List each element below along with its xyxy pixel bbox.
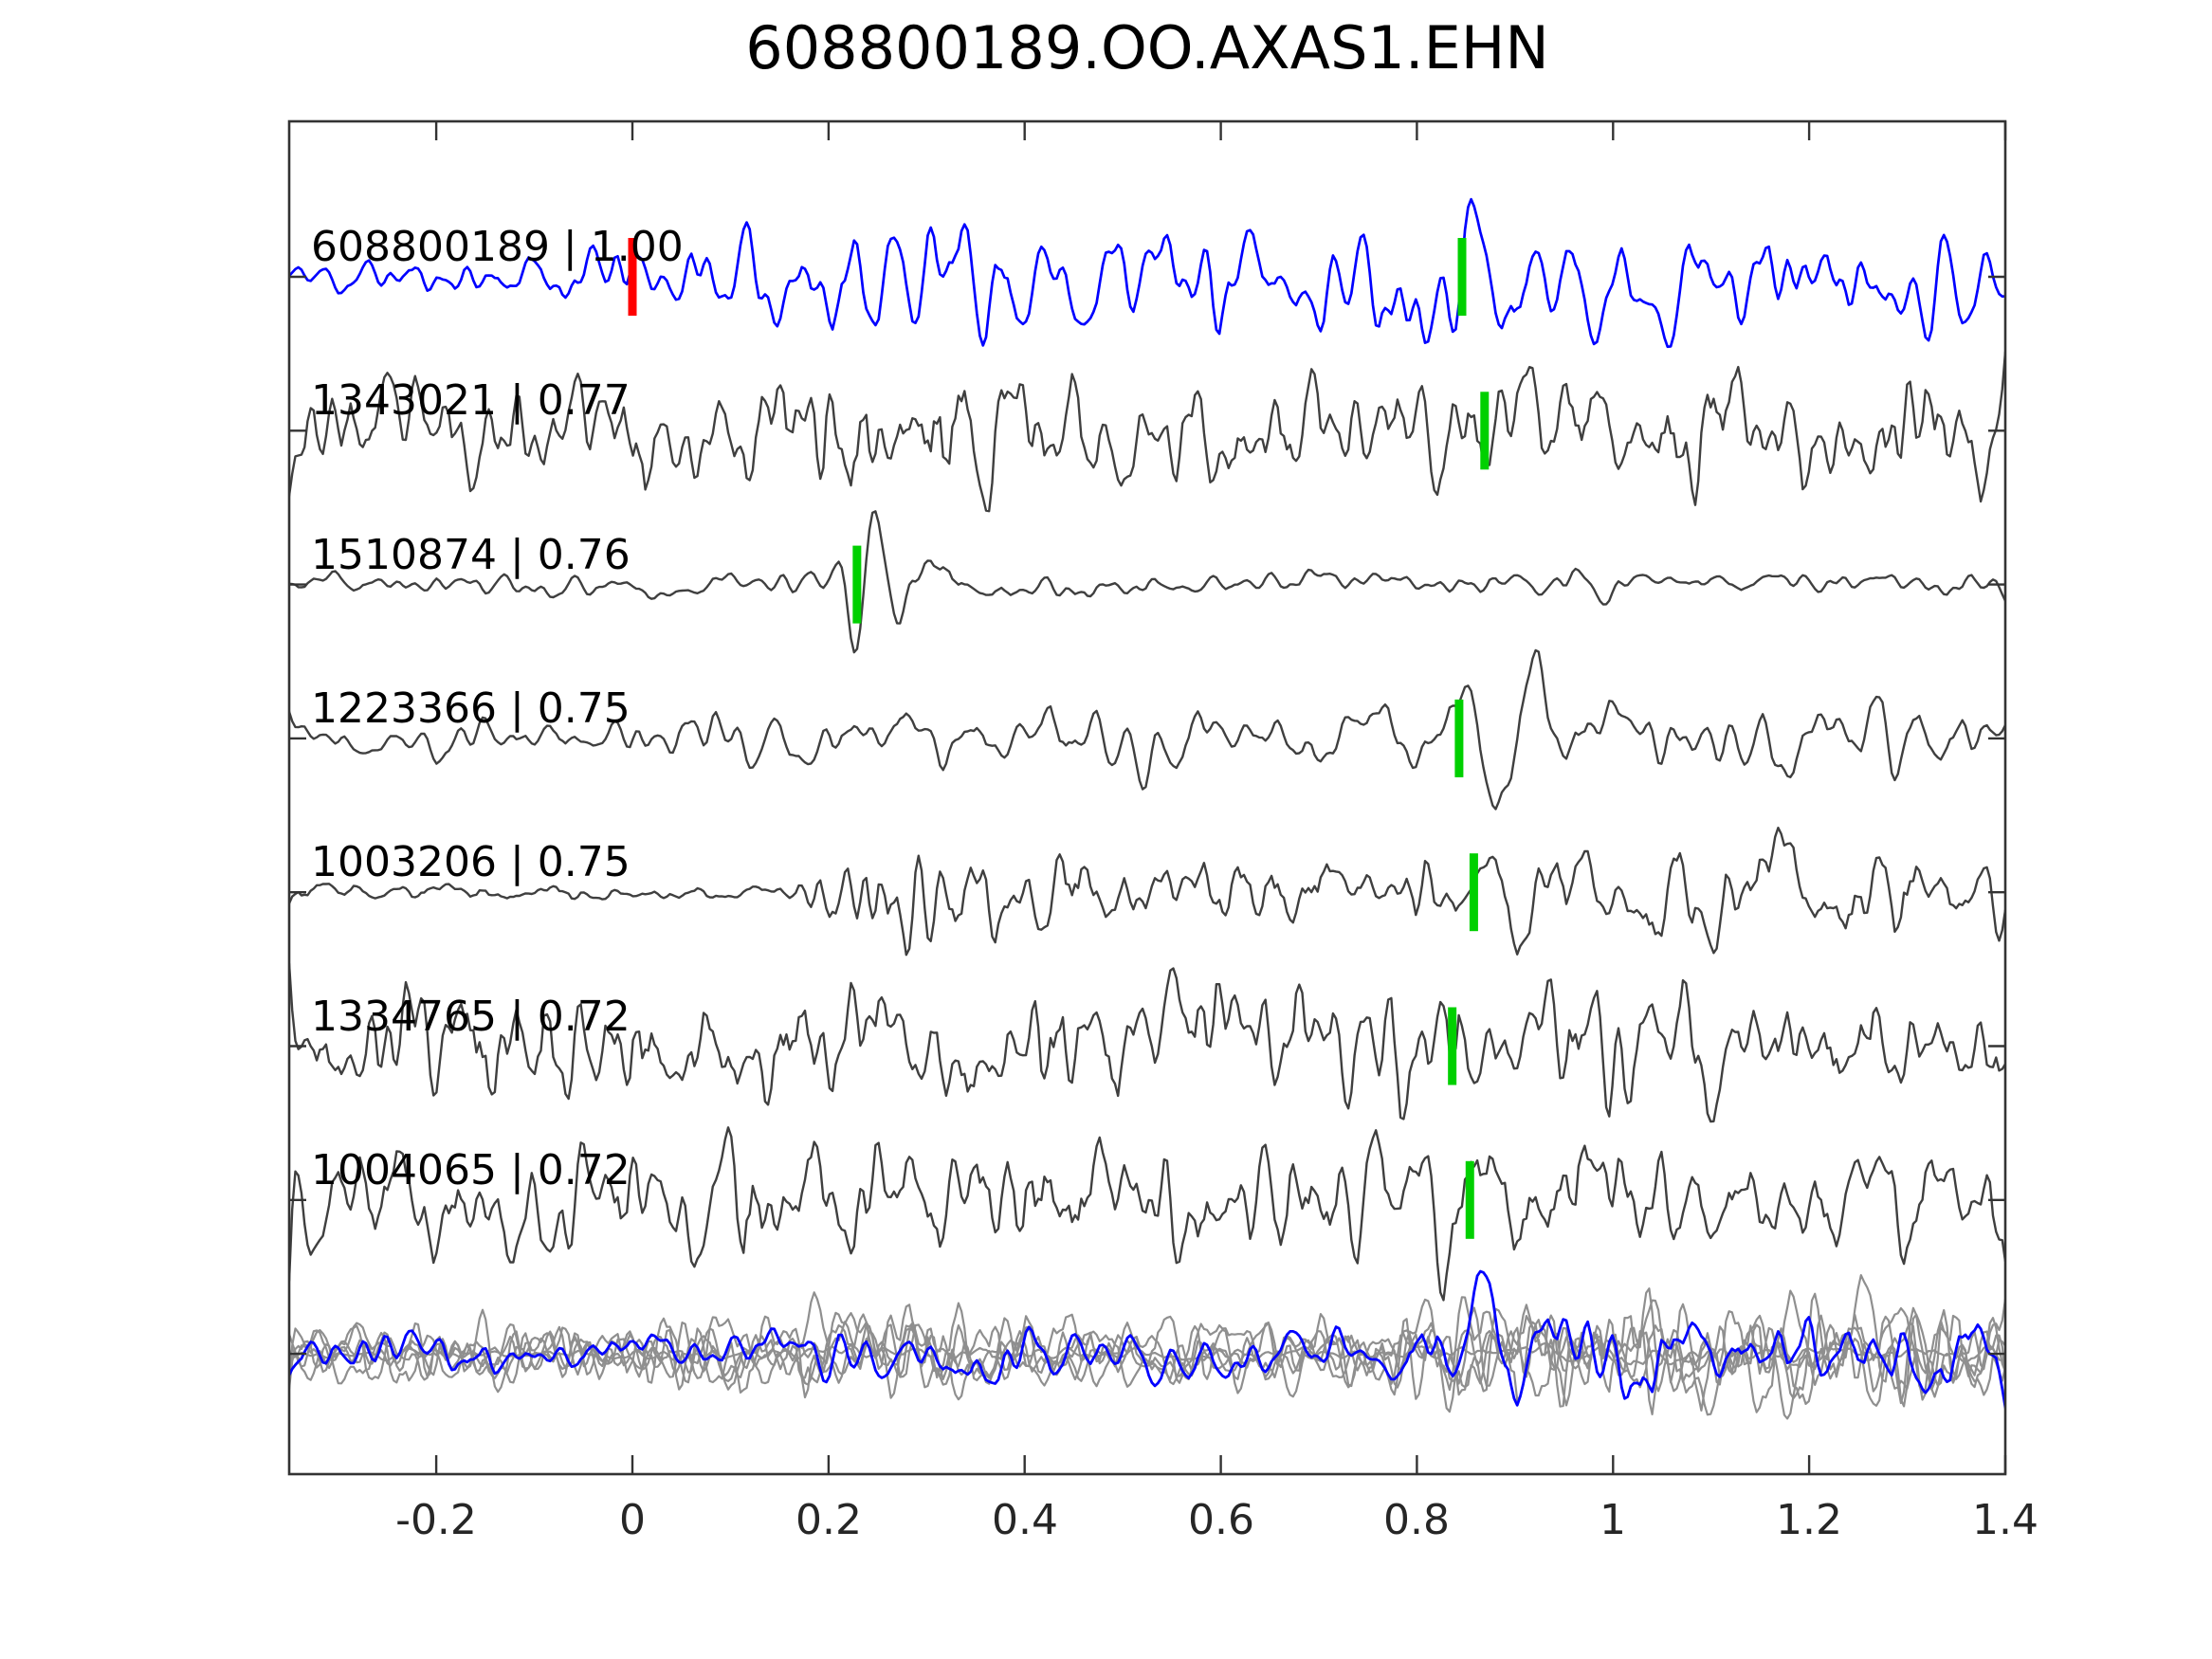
waveform-overlay-highlight [289, 1269, 2005, 1410]
pick-marker-608800189 [1457, 238, 1467, 316]
waveform-1223366 [289, 648, 2005, 811]
waveform-1510874 [289, 510, 2005, 654]
pick-marker-1223366 [1454, 699, 1464, 777]
pick-marker-1334765 [1448, 1007, 1457, 1085]
x-tick-label: 0.8 [1383, 1496, 1450, 1544]
x-tick-label: 1 [1600, 1496, 1626, 1544]
plot-area [289, 197, 2005, 1420]
waveform-overlay-gray [289, 1274, 2005, 1413]
x-tick-label: 0.4 [992, 1496, 1058, 1544]
trace-label-1510874: 1510874 | 0.76 [311, 531, 631, 579]
waveform-overlay-gray [289, 1292, 2005, 1415]
x-tick-label: 0.6 [1188, 1496, 1254, 1544]
trace-label-1334765: 1334765 | 0.72 [311, 993, 631, 1041]
waveform-overlay-gray [289, 1342, 2005, 1366]
x-tick-label: 1.2 [1776, 1496, 1842, 1544]
trace-label-1223366: 1223366 | 0.75 [311, 684, 631, 733]
pick-marker-1510874 [852, 545, 862, 624]
x-tick-label: 0.2 [795, 1496, 862, 1544]
waveform-1004065 [289, 1126, 2005, 1302]
pick-marker-1003206 [1469, 853, 1478, 932]
waveform-1343021 [289, 351, 2005, 513]
waveform-1003206 [289, 827, 2005, 957]
trace-label-1004065: 1004065 | 0.72 [311, 1146, 631, 1194]
plot-frame [287, 119, 2007, 1476]
x-tick-label: -0.2 [395, 1496, 477, 1544]
waveform-1334765 [289, 962, 2005, 1123]
waveform-608800189 [289, 197, 2005, 349]
x-tick-label: 1.4 [1972, 1496, 2038, 1544]
trace-label-608800189: 608800189 | 1.00 [311, 223, 684, 271]
reference-marker-608800189 [628, 238, 637, 316]
x-tick-label: 0 [619, 1496, 646, 1544]
figure-title: 608800189.OO.AXAS1.EHN [745, 13, 1549, 82]
pick-marker-1004065 [1465, 1160, 1474, 1239]
pick-marker-1343021 [1480, 392, 1490, 470]
trace-label-1343021: 1343021 | 0.77 [311, 376, 631, 425]
trace-label-1003206: 1003206 | 0.75 [311, 838, 631, 886]
